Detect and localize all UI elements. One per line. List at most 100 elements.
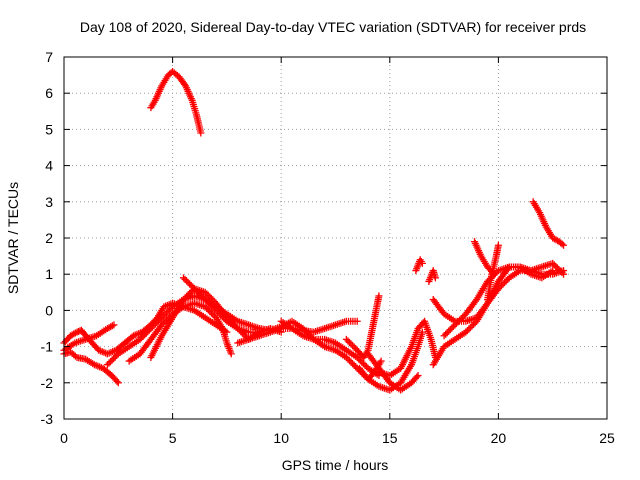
data-point [158,321,166,329]
data-point [159,312,167,320]
data-point [558,269,566,277]
data-point [187,282,195,290]
data-point [142,329,150,337]
data-point [147,325,155,332]
data-point [414,372,422,380]
data-point [181,275,189,283]
data-point [443,329,451,337]
x-tick-label: 10 [273,430,289,446]
data-point [556,267,564,275]
data-point [431,274,439,282]
y-tick-label: 7 [45,49,53,65]
data-point [206,307,214,315]
data-point [108,356,116,364]
y-tick-label: 3 [45,194,53,210]
data-point [237,328,245,336]
data-point [463,327,471,335]
data-point [113,377,121,385]
data-point [145,326,153,334]
data-point [206,293,214,301]
data-point [553,264,561,272]
data-point [184,278,192,286]
data-point [549,267,557,275]
data-point [352,363,360,371]
data-point [375,292,383,300]
data-point [153,318,161,326]
data-point [197,291,205,299]
data-point [446,326,454,334]
data-point [550,261,558,269]
data-point [345,338,353,346]
data-point [161,311,169,319]
data-point [186,280,194,288]
data-point [342,335,350,343]
x-tick-label: 0 [60,430,68,446]
data-point [183,277,191,285]
data-point [231,321,239,329]
x-tick-label: 25 [599,430,615,446]
data-point [189,283,197,291]
data-point [502,277,510,285]
data-point [229,320,237,328]
data-point [347,358,355,366]
data-point [192,286,200,294]
data-point [353,317,361,325]
data-point [159,319,167,327]
data-point [201,288,209,296]
data-point [103,361,111,369]
y-tick-label: 6 [45,85,53,101]
axes: 0 5 10 15 20 25 -3 -2 -1 0 1 2 3 4 5 6 7 [41,49,615,446]
data-point [349,342,357,350]
data-point [499,280,507,288]
plot-frame [63,56,608,420]
data-point [156,315,164,323]
data-point [448,324,456,332]
data-point [549,259,557,267]
y-tick-label: 5 [45,121,53,137]
data-point [350,361,358,369]
y-tick-label: 2 [45,230,53,246]
x-tick-label: 15 [382,430,398,446]
data-point [468,322,476,330]
data-point [240,331,248,339]
data-point [164,307,172,315]
data-point [355,355,363,363]
y-tick-label: -2 [41,375,54,391]
data-point [344,355,352,363]
data-point [105,359,113,367]
data-point [110,354,118,362]
data-point [342,353,350,361]
data-point [353,353,361,361]
y-axis-label: SDTVAR / TECUs [5,182,21,294]
data-point [560,241,568,249]
data-point [186,289,194,297]
data-point [227,350,235,358]
y-tick-label: -3 [41,411,54,427]
data-point [560,270,568,278]
data-point [107,358,115,366]
data-point [358,358,366,366]
data-point [204,291,212,299]
data-point [138,334,146,342]
data-point [504,265,512,273]
data-point [179,274,187,282]
data-point [184,291,192,299]
data-point [108,322,116,330]
data-point [209,311,217,319]
data-point [377,357,385,365]
data-point [141,331,149,339]
data-point [350,343,358,351]
data-point [71,329,79,337]
data-point [349,360,357,368]
data-point [234,325,242,332]
data-point [501,278,509,286]
data-point [111,353,119,361]
data-point [190,285,198,293]
data-point [442,330,450,338]
x-tick-label: 5 [169,430,177,446]
data-point [238,329,246,337]
data-point [459,313,467,321]
y-tick-label: 0 [45,302,53,318]
data-point [558,240,566,248]
